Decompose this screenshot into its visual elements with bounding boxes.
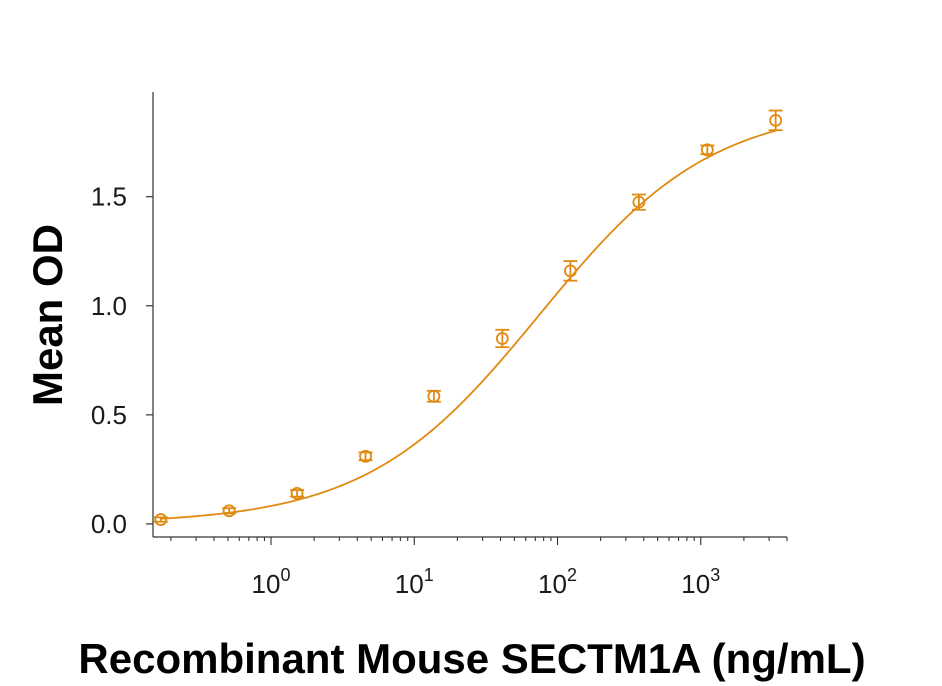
data-marker: [290, 486, 304, 500]
data-points-layer: [153, 109, 783, 526]
data-marker: [222, 504, 236, 518]
data-point: [563, 260, 578, 282]
x-tick-label: 103: [681, 565, 720, 599]
data-point: [631, 193, 646, 211]
data-point: [495, 328, 510, 349]
data-point: [222, 504, 237, 518]
fit-curve: [160, 129, 776, 520]
y-axis-title: Mean OD: [24, 224, 71, 406]
y-tick-label: 0.5: [91, 400, 127, 430]
data-point: [700, 143, 715, 157]
x-axis-title: Recombinant Mouse SECTM1A (ng/mL): [78, 635, 865, 682]
data-point: [290, 486, 305, 500]
data-point: [768, 109, 783, 132]
y-tick-label: 0.0: [91, 509, 127, 539]
y-tick-label: 1.0: [91, 291, 127, 321]
data-point: [426, 389, 441, 403]
data-marker: [632, 195, 646, 209]
axes: 0.0 0.5 1.0 1.5 100 101 102 103: [91, 92, 788, 599]
y-tick-label: 1.5: [91, 182, 127, 212]
data-marker: [427, 389, 441, 403]
data-point: [358, 449, 373, 463]
x-tick-label: 101: [395, 565, 434, 599]
x-tick-label: 100: [252, 565, 291, 599]
data-marker: [154, 513, 168, 526]
data-marker: [700, 143, 714, 157]
fit-curve-layer: [160, 129, 776, 520]
x-tick-label: 102: [538, 565, 577, 599]
data-point: [153, 513, 168, 526]
data-marker: [563, 264, 577, 278]
data-marker: [359, 449, 372, 463]
data-marker: [769, 113, 783, 127]
data-marker: [495, 332, 509, 345]
